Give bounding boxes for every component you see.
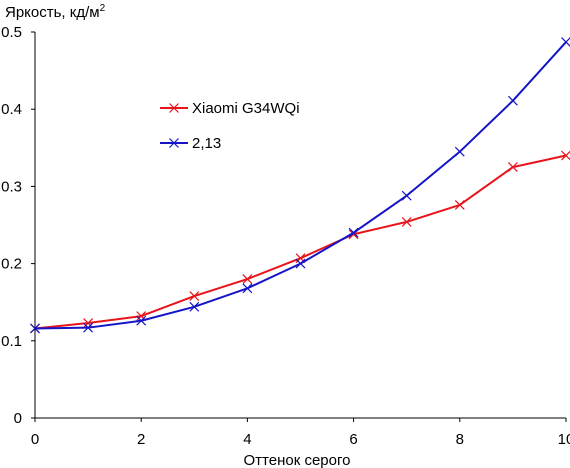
data-point-marker — [242, 274, 253, 284]
data-point-marker — [189, 291, 200, 301]
legend-label: Xiaomi G34WQi — [192, 100, 300, 117]
y-tick-label: 0.3 — [1, 178, 22, 195]
series-1 — [30, 150, 570, 334]
legend-entry-1: Xiaomi G34WQi — [160, 100, 300, 117]
axes: 0 0.1 0.2 0.3 0.4 0.5 0 2 4 6 8 10 — [1, 24, 570, 448]
data-point-marker — [507, 162, 518, 173]
data-point-marker — [561, 37, 570, 47]
x-tick-label: 4 — [243, 431, 251, 448]
data-point-marker — [83, 322, 94, 333]
legend-label: 2,13 — [192, 135, 221, 152]
series-line — [34, 154, 567, 330]
legend-marker — [169, 138, 179, 148]
x-axis-label: Оттенок серого — [244, 452, 351, 468]
x-tick-label: 0 — [31, 431, 39, 448]
data-point-marker — [30, 323, 40, 334]
data-point-marker — [295, 258, 306, 269]
x-tick-label: 2 — [137, 431, 145, 448]
y-tick-label: 0.5 — [1, 24, 22, 41]
data-point-marker — [401, 190, 412, 201]
legend-entry-2: 2,13 — [160, 135, 221, 152]
data-point-marker — [454, 200, 465, 210]
data-point-marker — [401, 216, 412, 227]
y-axis-label-superscript: 2 — [100, 3, 106, 14]
data-point-marker — [136, 315, 147, 326]
y-tick-label: 0.4 — [1, 101, 22, 118]
y-axis-label-text: Яркость, кд/м — [5, 4, 100, 21]
data-point-marker — [348, 227, 359, 238]
data-point-marker — [561, 150, 570, 161]
x-tick-label: 6 — [349, 431, 357, 448]
data-point-marker — [507, 95, 518, 106]
data-point-marker — [189, 301, 200, 312]
legend-marker — [169, 103, 179, 113]
data-point-marker — [242, 283, 253, 294]
y-tick-label: 0 — [14, 410, 22, 427]
y-tick-label: 0.2 — [1, 256, 22, 273]
y-tick-label: 0.1 — [1, 333, 22, 350]
y-axis-label: Яркость, кд/м2 — [5, 3, 106, 21]
x-tick-label: 10 — [558, 431, 570, 448]
series-2 — [30, 37, 570, 334]
data-point-marker — [454, 146, 465, 157]
legend: Xiaomi G34WQi 2,13 — [160, 100, 300, 152]
series-layer — [30, 37, 570, 334]
data-point-marker — [83, 318, 94, 328]
x-tick-label: 8 — [456, 431, 464, 448]
